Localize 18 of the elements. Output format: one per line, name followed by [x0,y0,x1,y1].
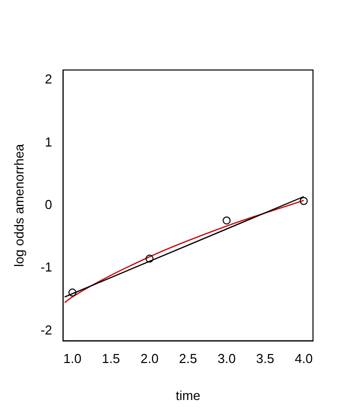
point [222,216,231,224]
x-tick-label: 2.5 [179,351,198,366]
point [146,254,154,263]
y-tick-label: 1 [44,134,52,150]
x-tick-label: 4.0 [294,351,313,366]
x-tick-label: 3.0 [218,351,236,366]
x-axis-title: time [176,388,200,403]
x-tick-label: 3.5 [256,351,274,366]
y-tick-label: 0 [44,196,52,212]
y-axis-title: log odds amenorrhea [11,143,26,267]
y-tick-label: -2 [40,322,52,338]
point [300,197,308,206]
point [68,288,76,297]
x-tick-label: 1.5 [102,351,120,366]
y-tick-label: 2 [44,72,52,87]
x-tick-label: 2.0 [140,351,159,366]
y-tick-label: -1 [40,260,52,275]
x-tick-label: 1.0 [63,351,82,366]
